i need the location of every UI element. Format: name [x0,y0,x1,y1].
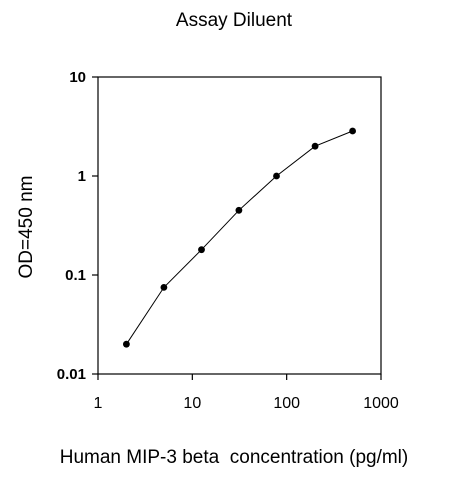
data-point [198,246,205,254]
series-layer [123,127,356,348]
y-tick-label: 0.01 [57,366,86,383]
data-point [123,340,130,348]
y-tick-label: 0.1 [65,267,86,284]
data-point [273,172,280,180]
x-tick-label: 1000 [363,395,399,412]
x-axis-ticks: 1 10 100 1000 [94,374,399,412]
y-axis-label: OD=450 nm [16,175,37,279]
data-point [235,206,243,214]
plot-area-frame [97,76,382,375]
data-point [160,284,168,291]
chart-title: Assay Diluent [175,10,293,31]
y-tick-label: 10 [69,69,86,86]
y-tick-label: 1 [78,168,86,185]
x-tick-label: 1 [94,395,103,412]
x-tick-label: 100 [273,395,300,412]
data-point [349,127,356,135]
data-point [311,142,319,150]
series-line [125,130,353,345]
x-tick-label: 10 [183,395,201,412]
x-axis-label: Human MIP-3 beta concentration (pg/ml) [59,447,409,468]
y-axis-ticks: 0.01 0.1 1 10 [57,69,98,383]
